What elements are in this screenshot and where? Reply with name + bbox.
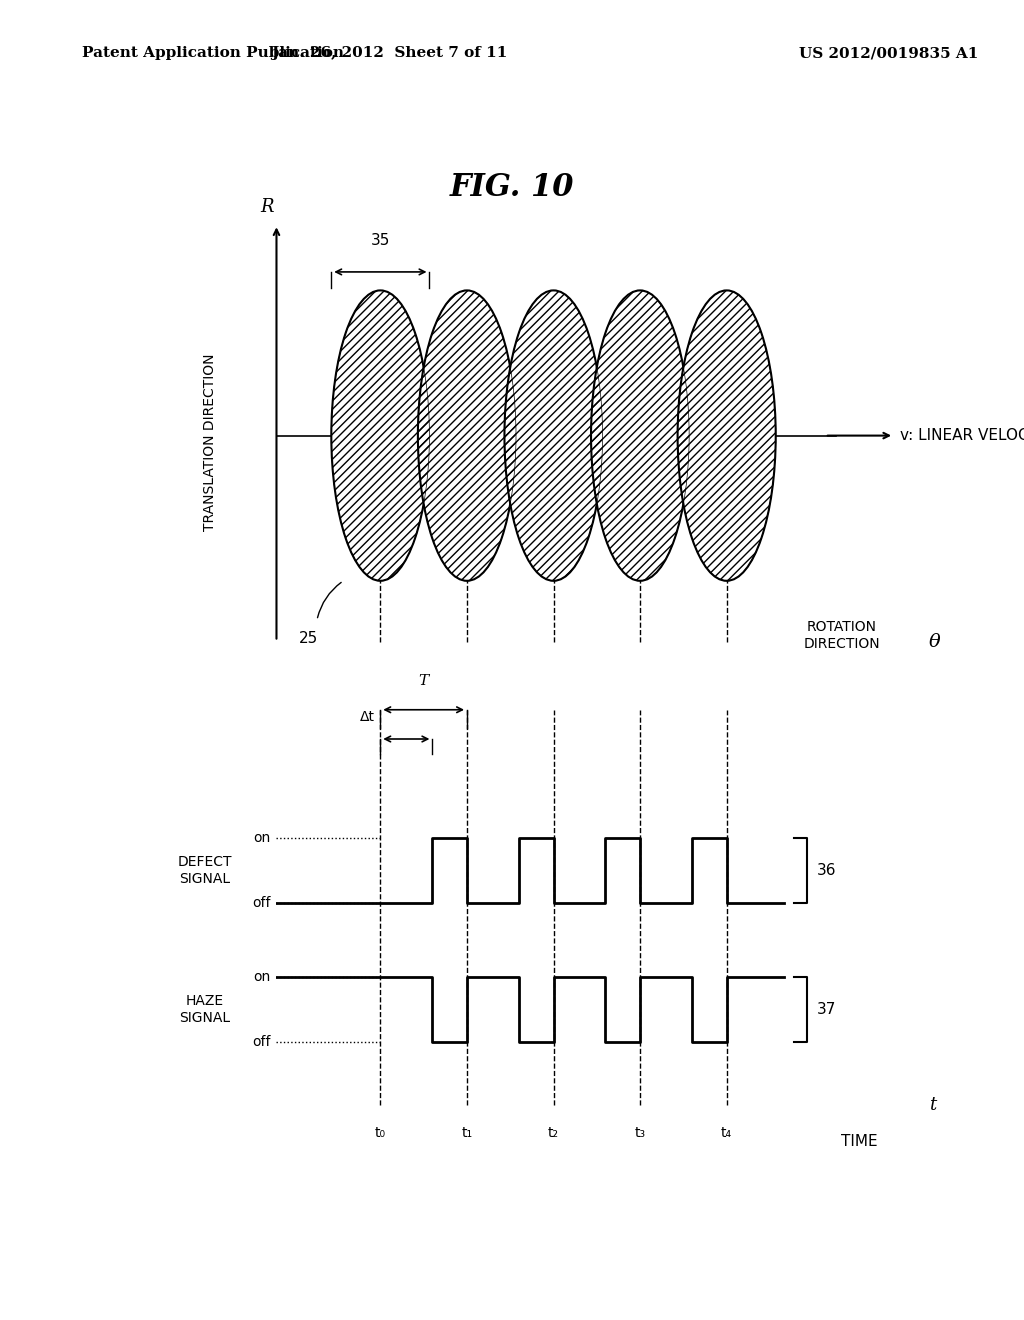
Text: DEFECT
SIGNAL: DEFECT SIGNAL [177,855,232,886]
Text: ROTATION
DIRECTION: ROTATION DIRECTION [804,620,881,651]
Text: Jan. 26, 2012  Sheet 7 of 11: Jan. 26, 2012 Sheet 7 of 11 [271,46,507,61]
Ellipse shape [332,290,429,581]
Text: t₁: t₁ [462,1126,472,1140]
Text: t₄: t₄ [721,1126,732,1140]
Text: v: LINEAR VELOCITY: v: LINEAR VELOCITY [900,428,1024,444]
Text: Δt: Δt [359,710,375,725]
Text: HAZE
SIGNAL: HAZE SIGNAL [179,994,230,1024]
Text: on: on [254,970,270,983]
Text: θ: θ [929,632,940,651]
Text: T: T [419,673,429,688]
Text: t: t [929,1096,936,1114]
Ellipse shape [505,290,602,581]
Text: 25: 25 [299,631,318,645]
Text: off: off [252,896,270,911]
Text: R: R [260,198,274,216]
Text: 37: 37 [817,1002,836,1016]
Text: FIG. 10: FIG. 10 [450,172,574,202]
Text: t₂: t₂ [548,1126,559,1140]
Ellipse shape [591,290,689,581]
Text: 36: 36 [817,863,837,878]
Text: t₀: t₀ [375,1126,386,1140]
Text: US 2012/0019835 A1: US 2012/0019835 A1 [799,46,978,61]
Text: TIME: TIME [841,1134,878,1148]
Text: off: off [252,1035,270,1049]
Text: Patent Application Publication: Patent Application Publication [82,46,344,61]
Text: t₃: t₃ [635,1126,646,1140]
Text: on: on [254,830,270,845]
Ellipse shape [678,290,776,581]
Ellipse shape [418,290,516,581]
Text: TRANSLATION DIRECTION: TRANSLATION DIRECTION [203,354,217,531]
Text: 35: 35 [371,234,390,248]
